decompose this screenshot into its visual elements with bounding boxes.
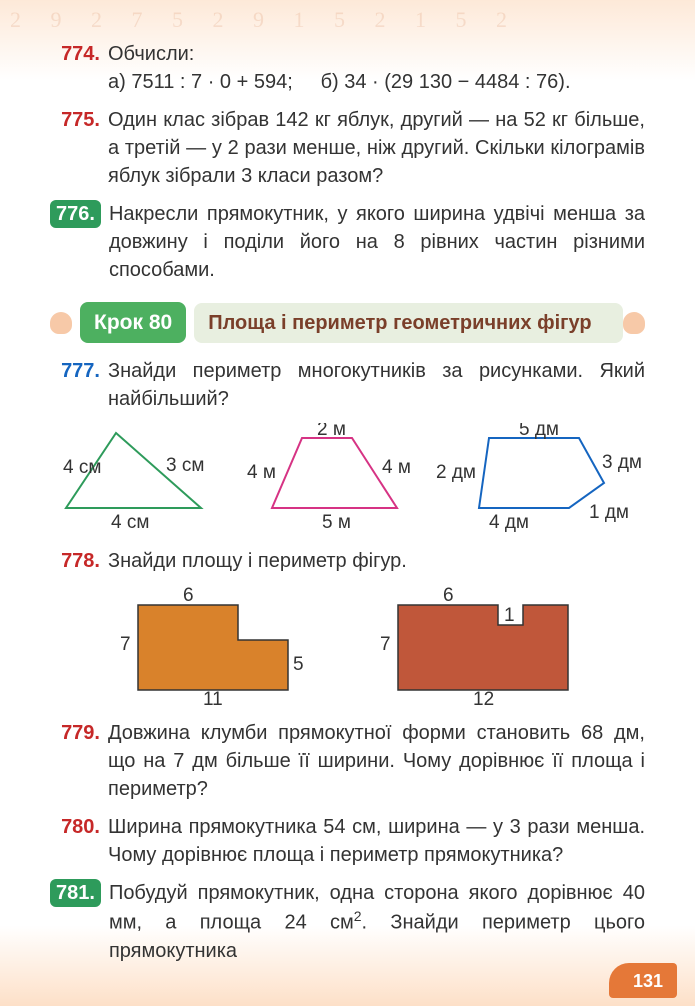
dim-label: 1 bbox=[504, 605, 515, 626]
exercise-775: 775. Один клас зібрав 142 кг яблук, друг… bbox=[50, 106, 645, 190]
exercise-776: 776. Накресли прямокутник, у якого ширин… bbox=[50, 200, 645, 284]
section-banner: Крок 80 Площа і периметр геометричних фі… bbox=[50, 302, 645, 343]
dim-label: 6 bbox=[183, 585, 194, 606]
dim-label: 7 bbox=[120, 634, 131, 655]
hand-icon bbox=[623, 312, 645, 334]
side-label: 4 см bbox=[63, 457, 101, 478]
notch-b: 6 1 7 12 bbox=[368, 585, 588, 705]
exercise-body: Знайди периметр многокутників за рисунка… bbox=[108, 357, 645, 413]
background-decor: 2 9 2 7 5 2 9 1 5 2 1 5 2 bbox=[0, 0, 695, 50]
side-label: 4 м bbox=[382, 457, 411, 478]
side-label: 1 дм bbox=[589, 502, 629, 523]
dim-label: 5 bbox=[293, 654, 304, 675]
exercise-number: 777. bbox=[50, 357, 108, 413]
page-number: 131 bbox=[609, 963, 677, 998]
side-label: 3 дм bbox=[602, 452, 642, 473]
side-label: 4 см bbox=[111, 512, 149, 533]
hand-icon bbox=[50, 312, 72, 334]
exercise-body: Довжина клумби прямокутної форми станови… bbox=[108, 719, 645, 803]
exercise-body: Знайди площу і периметр фігур. bbox=[108, 547, 645, 575]
exercise-number: 779. bbox=[50, 719, 108, 803]
triangle-figure: 4 см 3 см 4 см bbox=[51, 423, 231, 533]
side-label: 4 дм bbox=[489, 512, 529, 533]
exercise-number-boxed: 781. bbox=[50, 879, 101, 907]
exercise-780: 780. Ширина прямокутника 54 см, ширина —… bbox=[50, 813, 645, 869]
dim-label: 11 bbox=[203, 689, 223, 705]
exercise-781: 781. Побудуй прямокутник, одна сторона я… bbox=[50, 879, 645, 965]
side-label: 3 см bbox=[166, 455, 204, 476]
exercise-number-boxed: 776. bbox=[50, 200, 101, 228]
dim-label: 12 bbox=[473, 689, 494, 705]
krok-title: Площа і периметр геометричних фігур bbox=[194, 303, 623, 343]
exercise-number: 780. bbox=[50, 813, 108, 869]
exercise-777: 777. Знайди периметр многокутників за ри… bbox=[50, 357, 645, 413]
part-a: а) 7511 : 7 · 0 + 594; bbox=[108, 71, 293, 93]
superscript: 2 bbox=[354, 908, 362, 924]
side-label: 5 м bbox=[322, 512, 351, 533]
exercise-778: 778. Знайди площу і периметр фігур. bbox=[50, 547, 645, 575]
exercise-body: Ширина прямокутника 54 см, ширина — у 3 … bbox=[108, 813, 645, 869]
exercise-body: Один клас зібрав 142 кг яблук, другий — … bbox=[108, 106, 645, 190]
exercise-number: 775. bbox=[50, 106, 108, 190]
figures-778: 6 7 5 11 6 1 7 12 bbox=[50, 585, 645, 705]
trapezoid-figure: 2 м 4 м 4 м 5 м bbox=[232, 423, 432, 533]
side-label: 2 м bbox=[317, 423, 346, 440]
dim-label: 7 bbox=[380, 634, 391, 655]
exercise-779: 779. Довжина клумби прямокутної форми ст… bbox=[50, 719, 645, 803]
figures-777: 4 см 3 см 4 см 2 м 4 м 4 м 5 м 5 дм 3 дм… bbox=[50, 423, 645, 533]
exercise-number: 778. bbox=[50, 547, 108, 575]
exercise-body: Накресли прямокутник, у якого ширина удв… bbox=[109, 200, 645, 284]
side-label: 4 м bbox=[247, 462, 276, 483]
side-label: 5 дм bbox=[519, 423, 559, 440]
pentagon-figure: 5 дм 3 дм 1 дм 4 дм 2 дм bbox=[434, 423, 644, 533]
dim-label: 6 bbox=[443, 585, 454, 606]
lshape-a: 6 7 5 11 bbox=[108, 585, 308, 705]
exercise-body: Побудуй прямокутник, одна сторона якого … bbox=[109, 879, 645, 965]
part-b: б) 34 · (29 130 − 4484 : 76). bbox=[321, 71, 571, 93]
krok-number: Крок 80 bbox=[80, 302, 186, 343]
side-label: 2 дм bbox=[436, 462, 476, 483]
